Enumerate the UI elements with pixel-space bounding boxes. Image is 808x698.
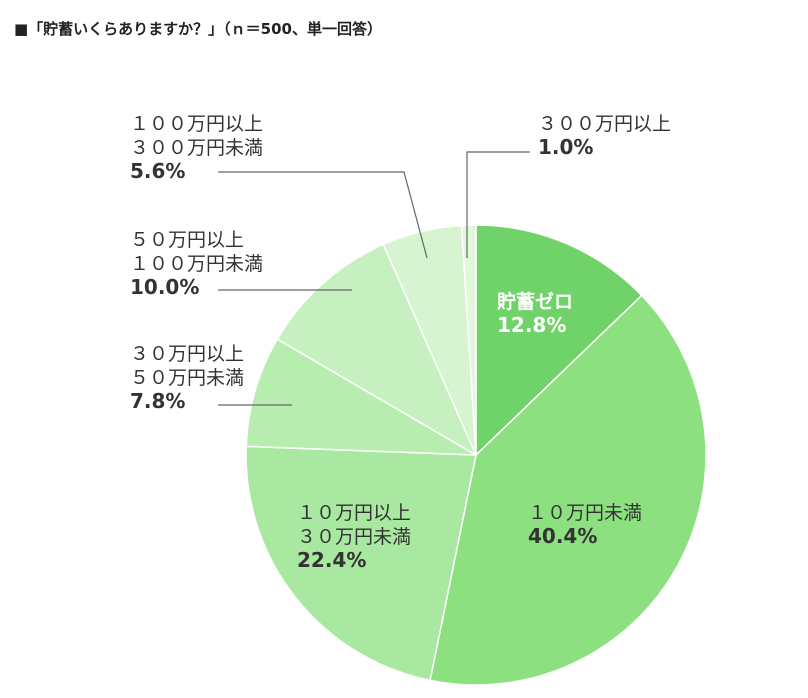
slice-label-2-line-1: １０万円未満: [528, 502, 642, 524]
leader-line-7: [466, 151, 530, 258]
pie-slice-7: [460, 224, 477, 456]
pie-slice-5: [276, 243, 478, 457]
pie-slice-2: [429, 294, 707, 686]
slice-label-3-line-2: ３０万円未満: [297, 526, 411, 548]
leader-line-6: [218, 171, 428, 259]
slice-label-3-line-1: １０万円以上: [297, 502, 411, 524]
slice-label-5-line-2: １００万円未満: [130, 253, 263, 275]
pie-slice-3: [245, 445, 477, 682]
chart-title: ■「貯蓄いくらありますか？」（ｎ＝500、単一回答）: [14, 20, 382, 38]
slice-label-6-line-1: １００万円以上: [130, 113, 263, 135]
slice-percent-7: 1.0%: [538, 135, 593, 159]
slice-percent-3: 22.4%: [297, 548, 366, 572]
pie-slice-4: [245, 338, 477, 456]
pie-slice-1: [475, 224, 643, 457]
slice-percent-4: 7.8%: [130, 389, 185, 413]
slice-percent-6: 5.6%: [130, 159, 185, 183]
slice-label-7-line-1: ３００万円以上: [538, 113, 671, 135]
slice-label-5-line-1: ５０万円以上: [130, 229, 244, 251]
slice-percent-5: 10.0%: [130, 275, 199, 299]
slice-label-1-line-1: 貯蓄ゼロ: [497, 290, 573, 313]
slice-percent-2: 40.4%: [528, 524, 597, 548]
slice-label-6-line-2: ３００万円未満: [130, 137, 263, 159]
slice-percent-1: 12.8%: [497, 313, 566, 337]
slice-label-4-line-1: ３０万円以上: [130, 343, 244, 365]
slice-label-4-line-2: ５０万円未満: [130, 367, 244, 389]
